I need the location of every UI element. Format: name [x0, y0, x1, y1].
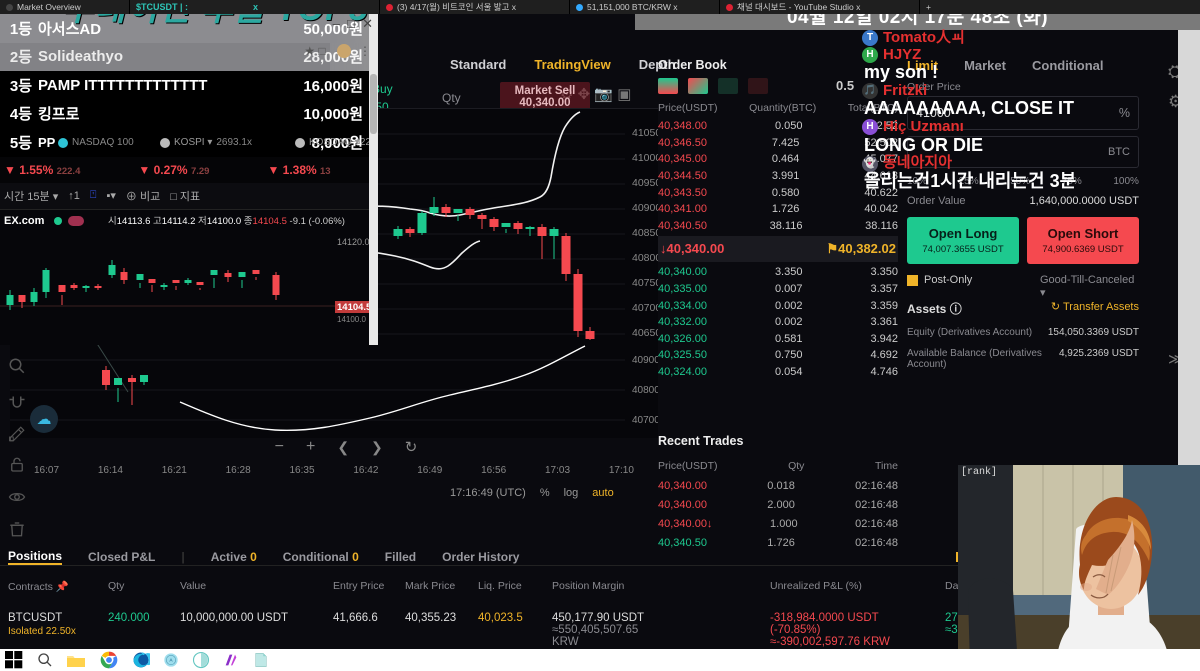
svg-text:40700.00: 40700.00 — [632, 302, 658, 314]
svg-text:40800.00: 40800.00 — [632, 252, 658, 264]
svg-text:EX.com: EX.com — [4, 215, 45, 227]
svg-text:41050.00: 41050.00 — [632, 127, 658, 139]
svg-text:40900: 40900 — [632, 355, 658, 366]
svg-text:40800: 40800 — [632, 385, 658, 396]
svg-text:40750.00: 40750.00 — [632, 277, 658, 289]
svg-text:시14113.6 고14114.2 저14100.0 종14: 시14113.6 고14114.2 저14100.0 종14104.5 -9.1… — [108, 216, 345, 227]
svg-text:40850.00: 40850.00 — [632, 227, 658, 239]
svg-text:40900.00: 40900.00 — [632, 202, 658, 214]
svg-text:40700: 40700 — [632, 415, 658, 426]
svg-text:14100.0: 14100.0 — [337, 315, 366, 324]
svg-text:41000.00: 41000.00 — [632, 152, 658, 164]
svg-text:14104.5: 14104.5 — [337, 302, 372, 313]
svg-text:14120.0: 14120.0 — [337, 237, 370, 247]
svg-text:40950.00: 40950.00 — [632, 177, 658, 189]
svg-text:40650.00: 40650.00 — [632, 327, 658, 339]
